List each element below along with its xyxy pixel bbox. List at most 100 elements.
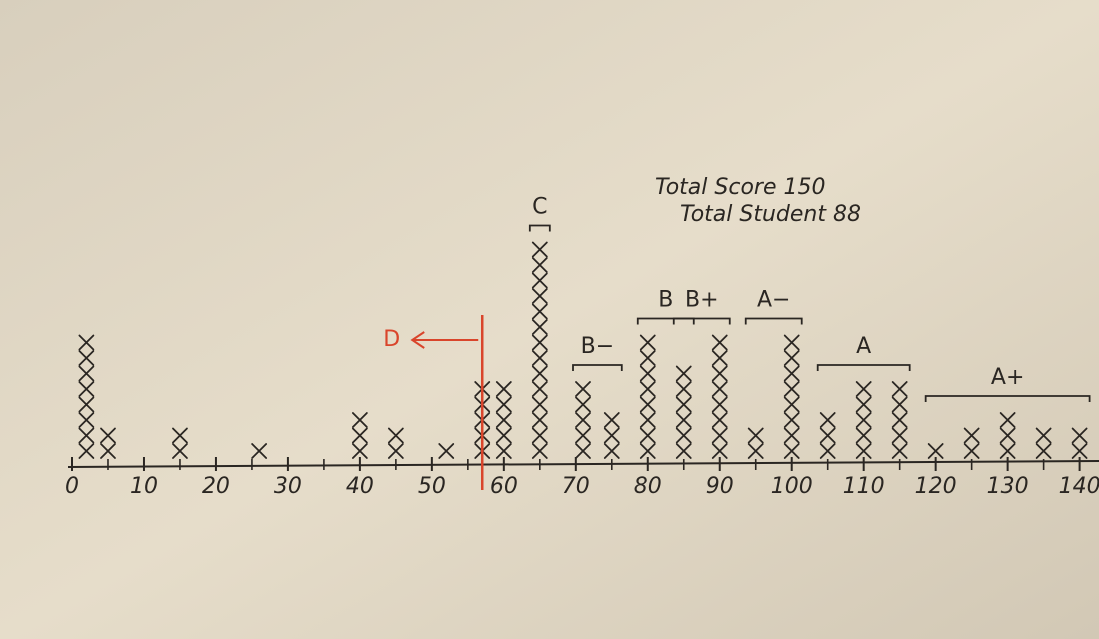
- x-symbol: [531, 396, 548, 413]
- x-symbol: [78, 412, 95, 428]
- x-column: [819, 412, 836, 459]
- x-symbol: [172, 443, 188, 459]
- grade-bracket: [744, 317, 803, 325]
- x-symbol: [78, 334, 95, 351]
- x-symbol: [639, 412, 656, 428]
- x-symbol: [531, 257, 548, 273]
- x-symbol: [78, 350, 95, 366]
- x-symbol: [1071, 427, 1088, 444]
- x-symbol: [999, 443, 1016, 459]
- x-symbol: [639, 350, 656, 366]
- x-symbol: [575, 396, 591, 413]
- x-column: [1035, 427, 1052, 459]
- x-column: [675, 365, 692, 459]
- x-symbol: [675, 396, 692, 413]
- x-symbol: [531, 288, 548, 304]
- x-symbol: [100, 427, 116, 444]
- x-symbol: [531, 241, 548, 258]
- x-symbol: [531, 272, 548, 289]
- x-symbol: [639, 334, 656, 351]
- x-tick-label: 140: [1059, 474, 1099, 499]
- grade-bracket: [636, 317, 695, 325]
- x-symbol: [675, 365, 692, 382]
- x-column: [711, 334, 728, 459]
- cutoff-label: D: [383, 327, 400, 352]
- x-column: [172, 427, 188, 459]
- x-symbol: [747, 443, 764, 459]
- x-symbol: [387, 443, 404, 459]
- x-symbol: [78, 443, 95, 459]
- x-symbol: [78, 381, 95, 397]
- x-symbol: [603, 443, 620, 459]
- x-symbol: [639, 427, 656, 444]
- x-column: [387, 427, 404, 459]
- x-symbol: [78, 396, 95, 413]
- x-symbol: [531, 412, 548, 428]
- x-axis: [67, 460, 1099, 468]
- x-symbol: [891, 412, 908, 428]
- x-symbol: [819, 412, 836, 428]
- x-column: [531, 241, 548, 459]
- x-tick-label: 90: [706, 474, 734, 499]
- grade-bracket: [816, 364, 911, 371]
- x-tick-label: 10: [130, 474, 158, 499]
- x-symbol: [575, 381, 591, 397]
- x-symbol: [495, 427, 512, 444]
- x-symbol: [575, 427, 591, 444]
- x-column: [100, 427, 116, 459]
- x-symbol: [855, 381, 872, 397]
- grade-label: A−: [757, 288, 790, 313]
- x-tick-label: 120: [915, 474, 957, 499]
- grade-label: B: [658, 288, 673, 313]
- x-symbol: [531, 334, 548, 351]
- grade-bracket: [924, 395, 1091, 402]
- x-symbol: [78, 427, 95, 444]
- x-column: [963, 427, 980, 459]
- x-symbol: [531, 381, 548, 397]
- x-tick-label: 70: [562, 474, 590, 499]
- x-symbol: [387, 427, 404, 444]
- x-column: [251, 443, 268, 459]
- grade-label: A: [856, 334, 871, 359]
- x-symbol: [531, 319, 548, 335]
- x-column: [747, 427, 764, 459]
- grade-bracket: [528, 224, 551, 232]
- annotation: Total Student 88: [680, 202, 861, 227]
- x-tick-label: 50: [418, 474, 446, 499]
- x-tick-label: 80: [634, 474, 662, 499]
- x-symbol: [855, 427, 872, 444]
- x-symbol: [891, 427, 908, 444]
- x-symbol: [531, 350, 548, 366]
- grade-bracket: [672, 317, 731, 325]
- x-symbol: [711, 350, 728, 366]
- x-symbol: [783, 427, 800, 444]
- x-symbol: [999, 427, 1016, 444]
- grade-label: A+: [991, 365, 1024, 390]
- x-tick-label: 60: [490, 474, 518, 499]
- x-symbol: [639, 396, 656, 413]
- grade-label: B−: [581, 334, 615, 359]
- grade-bracket: [572, 364, 623, 371]
- x-symbol: [855, 443, 872, 459]
- x-symbol: [639, 365, 656, 382]
- x-symbol: [747, 427, 764, 444]
- x-symbol: [855, 396, 872, 413]
- x-symbol: [891, 381, 908, 397]
- x-column: [351, 412, 368, 459]
- x-symbol: [575, 412, 591, 428]
- x-symbol: [639, 381, 656, 397]
- x-symbol: [1035, 427, 1052, 444]
- x-tick-label: 0: [65, 474, 79, 499]
- x-symbol: [711, 381, 728, 397]
- x-symbol: [783, 350, 800, 366]
- x-tick-label: 30: [274, 474, 302, 499]
- x-tick-label: 110: [843, 474, 885, 499]
- x-symbol: [819, 443, 836, 459]
- x-symbol: [78, 365, 95, 382]
- x-symbol: [675, 443, 692, 459]
- x-symbol: [711, 396, 728, 413]
- x-symbol: [495, 396, 512, 413]
- x-tick-label: 40: [346, 474, 374, 499]
- x-symbol: [351, 443, 368, 459]
